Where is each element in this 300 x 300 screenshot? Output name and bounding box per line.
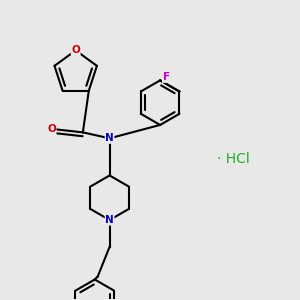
Text: · HCl: · HCl [217,152,250,166]
Text: F: F [163,72,170,82]
Text: O: O [71,45,80,56]
Text: N: N [105,133,114,143]
Text: N: N [105,215,114,225]
Text: O: O [47,124,56,134]
